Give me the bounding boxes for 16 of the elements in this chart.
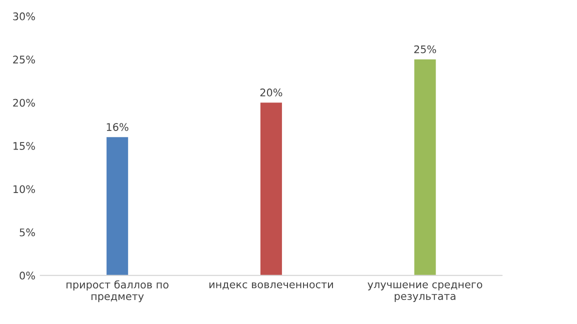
y-tick-label: 30% — [13, 12, 35, 20]
y-tick-label: 15% — [14, 142, 35, 150]
x-tick-label: улучшение среднего результата — [368, 282, 482, 302]
y-tick-label: 25% — [13, 56, 35, 64]
data-label: 20% — [260, 88, 282, 96]
data-label: 25% — [414, 45, 436, 54]
data-label: 16% — [106, 123, 128, 131]
y-tick-label: 5% — [20, 228, 35, 236]
x-tick-label: прирост баллов по предмету — [66, 280, 168, 302]
bar — [414, 59, 436, 276]
y-tick-label: 0% — [20, 272, 35, 280]
bar — [260, 102, 282, 276]
y-tick-label: 20% — [13, 98, 35, 107]
y-tick-label: 10% — [14, 185, 35, 194]
x-tick-label: индекс вовлеченности — [209, 282, 333, 290]
bar — [106, 137, 128, 276]
